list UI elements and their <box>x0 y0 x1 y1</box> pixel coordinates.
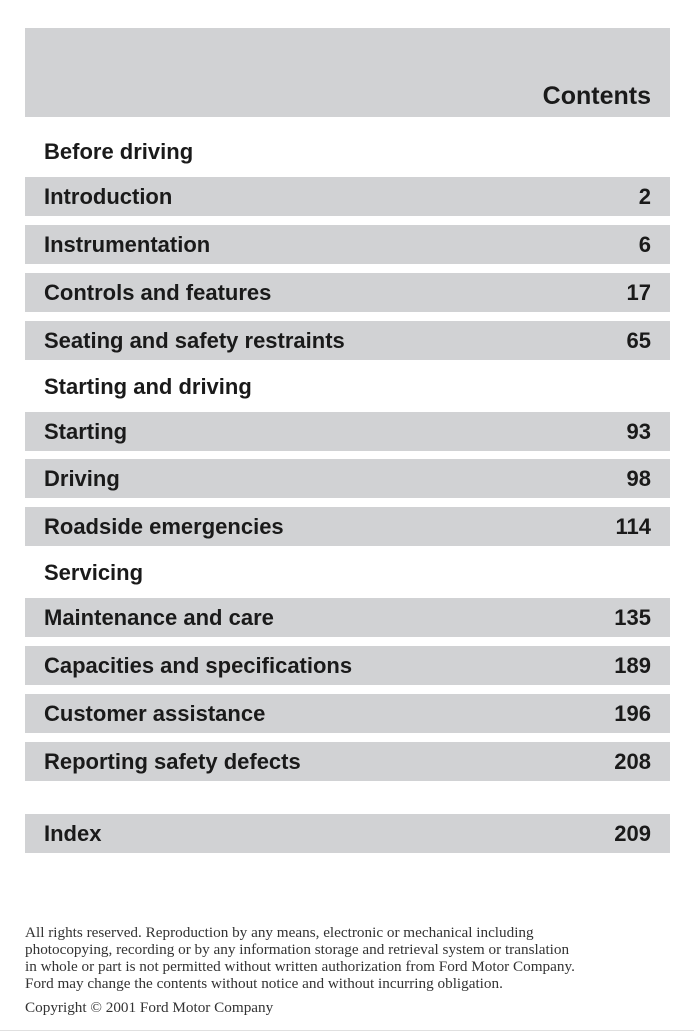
toc-entry-label: Introduction <box>44 184 173 209</box>
page-title: Contents <box>542 82 651 110</box>
legal-notice-line: Ford may change the contents without not… <box>25 975 503 992</box>
toc-entry-introduction[interactable]: Introduction 2 <box>25 177 670 216</box>
section-heading-starting-and-driving: Starting and driving <box>44 374 252 399</box>
toc-entry-seating-and-safety-restraints[interactable]: Seating and safety restraints 65 <box>25 321 670 360</box>
copyright-notice: Copyright © 2001 Ford Motor Company <box>25 999 274 1016</box>
toc-entry-label: Index <box>44 821 102 846</box>
toc-entry-page-number: 209 <box>614 821 651 846</box>
toc-entry-index[interactable]: Index 209 <box>25 814 670 853</box>
toc-entry-label: Driving <box>44 466 120 491</box>
legal-notice-line: in whole or part is not permitted withou… <box>25 958 575 975</box>
toc-entry-page-number: 93 <box>626 419 651 444</box>
toc-entry-starting[interactable]: Starting 93 <box>25 412 670 451</box>
toc-entry-controls-and-features[interactable]: Controls and features 17 <box>25 273 670 312</box>
toc-entry-label: Instrumentation <box>44 232 211 257</box>
section-heading-servicing: Servicing <box>44 560 144 585</box>
toc-entry-page-number: 17 <box>626 280 651 305</box>
toc-entry-maintenance-and-care[interactable]: Maintenance and care 135 <box>25 598 670 637</box>
section-heading-before-driving: Before driving <box>44 139 194 164</box>
toc-entry-page-number: 196 <box>614 701 651 726</box>
toc-entry-page-number: 98 <box>626 466 651 491</box>
toc-entry-label: Customer assistance <box>44 701 266 726</box>
toc-entry-page-number: 114 <box>615 514 652 539</box>
toc-entry-page-number: 65 <box>626 328 651 353</box>
toc-entry-page-number: 2 <box>638 184 651 209</box>
toc-entry-page-number: 135 <box>614 605 651 630</box>
legal-notice: All rights reserved. Reproduction by any… <box>25 924 675 992</box>
toc-entry-label: Starting <box>44 419 128 444</box>
toc-entry-label: Capacities and specifications <box>44 653 353 678</box>
toc-entry-label: Roadside emergencies <box>44 514 284 539</box>
toc-entry-page-number: 189 <box>614 653 651 678</box>
toc-entry-label: Reporting safety defects <box>44 749 301 774</box>
toc-entry-label: Controls and features <box>44 280 272 305</box>
toc-entry-customer-assistance[interactable]: Customer assistance 196 <box>25 694 670 733</box>
toc-entry-driving[interactable]: Driving 98 <box>25 459 670 498</box>
toc-entry-reporting-safety-defects[interactable]: Reporting safety defects 208 <box>25 742 670 781</box>
page-bottom-rule <box>0 1030 694 1031</box>
toc-entry-page-number: 6 <box>638 232 651 257</box>
toc-entry-instrumentation[interactable]: Instrumentation 6 <box>25 225 670 264</box>
toc-entry-page-number: 208 <box>614 749 651 774</box>
toc-entry-roadside-emergencies[interactable]: Roadside emergencies 114 <box>25 507 670 546</box>
contents-header-band: Contents <box>25 28 670 117</box>
toc-entry-capacities-and-specifications[interactable]: Capacities and specifications 189 <box>25 646 670 685</box>
toc-entry-label: Maintenance and care <box>44 605 274 630</box>
toc-entry-label: Seating and safety restraints <box>44 328 345 353</box>
legal-notice-line: photocopying, recording or by any inform… <box>25 941 570 958</box>
legal-notice-line: All rights reserved. Reproduction by any… <box>25 924 534 941</box>
